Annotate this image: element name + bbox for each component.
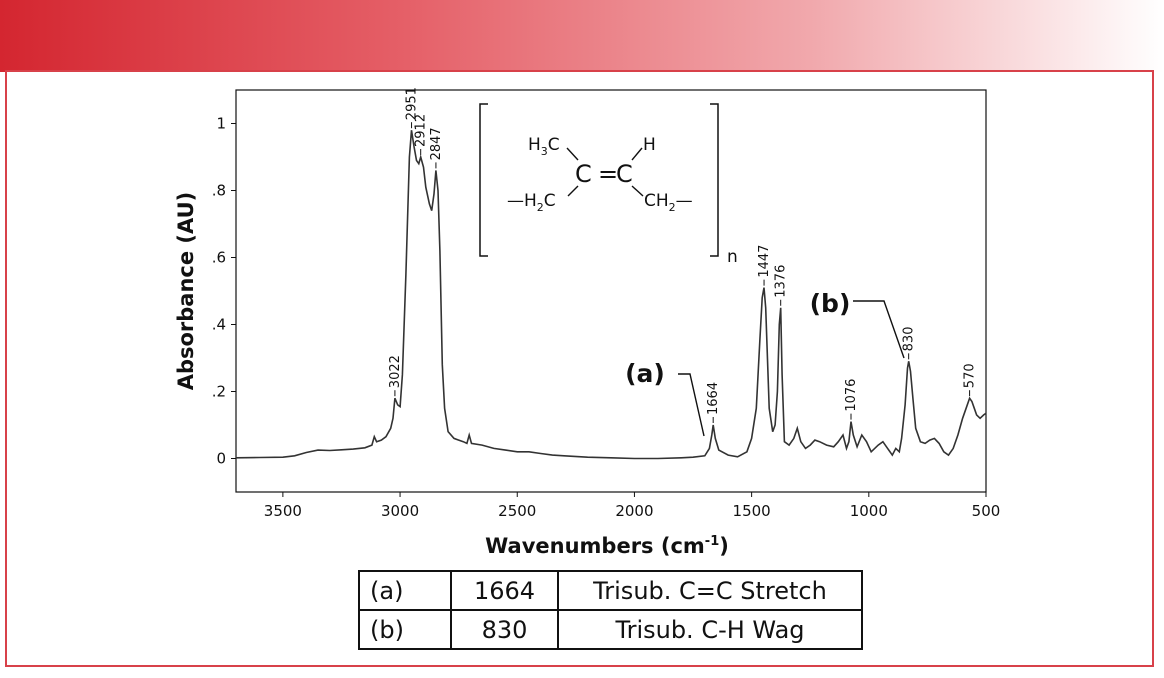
peak-assignment-table: (a) 1664 Trisub. C=C Stretch (b) 830 Tri… [358, 570, 863, 650]
x-tick-label: 500 [972, 502, 1001, 520]
x-tick-label: 3500 [264, 502, 302, 520]
bond-ch2-right [631, 185, 644, 197]
figure-frame [5, 70, 1154, 667]
y-tick-label: .4 [212, 316, 226, 334]
table-cell-wavenumber: 1664 [450, 570, 559, 611]
peak-label: 1376 [774, 265, 789, 298]
callout-b-label: (b) [810, 289, 851, 318]
callout-b-leader [853, 300, 905, 359]
double-bond: = [598, 160, 618, 188]
table-row: (b) 830 Trisub. C-H Wag [358, 609, 863, 650]
spectrum-line [235, 130, 987, 460]
ir-spectrum-chart: 3500 3000 2500 2000 1500 1000 500 0 .2 .4 .6 .8 1 3… [174, 87, 1001, 558]
methyl-group: H3C [528, 135, 560, 158]
plot-border [235, 89, 987, 493]
peak-label: 830 [902, 327, 917, 352]
x-tick-label: 3000 [381, 502, 419, 520]
y-tick-label: .2 [212, 383, 226, 401]
x-tick-label: 1000 [850, 502, 888, 520]
bond-h [631, 147, 643, 161]
table-cell-label: (a) [358, 570, 452, 611]
table-cell-assignment: Trisub. C=C Stretch [557, 570, 863, 611]
repeat-unit-n: n [727, 247, 738, 267]
right-bracket [710, 103, 719, 257]
table-cell-label: (b) [358, 609, 452, 650]
x-axis-title: Wavenumbers (cm-1) [485, 534, 729, 558]
peak-label: 2912 [414, 114, 429, 147]
right-methylene: CH2— [644, 191, 693, 214]
bond-ch3 [566, 147, 579, 161]
callout-a: (a) [625, 359, 705, 437]
callout-a-leader [678, 373, 705, 437]
vinyl-hydrogen: H [643, 135, 656, 155]
peak-label: 2951 [405, 87, 420, 120]
plot-area: 3500 3000 2500 2000 1500 1000 500 0 .2 .4 .6 .8 1 3… [212, 87, 1001, 520]
peak-label: 1447 [757, 245, 772, 278]
y-tick-label: 0 [216, 450, 226, 468]
left-methylene: —H2C [507, 191, 556, 214]
carbon-left: C [575, 160, 592, 188]
y-tick-label: .8 [212, 182, 226, 200]
left-bracket [479, 103, 488, 257]
table-cell-wavenumber: 830 [450, 609, 559, 650]
header-banner [0, 0, 1164, 72]
peak-label: 2847 [429, 127, 444, 160]
peak-label: 1664 [706, 382, 721, 415]
x-tick-label: 2500 [498, 502, 536, 520]
peak-label: 1076 [844, 379, 859, 412]
y-tick-label: 1 [216, 115, 226, 133]
x-tick-label: 2000 [615, 502, 653, 520]
bond-ch2-left [567, 185, 579, 197]
table-row: (a) 1664 Trisub. C=C Stretch [358, 570, 863, 611]
peak-label: 570 [963, 363, 978, 388]
x-tick-label: 1500 [733, 502, 771, 520]
table-cell-assignment: Trisub. C-H Wag [557, 609, 863, 650]
y-tick-label: .6 [212, 249, 226, 267]
callout-a-label: (a) [625, 359, 665, 388]
callout-b: (b) [810, 289, 905, 359]
x-axis-ticks: 3500 3000 2500 2000 1500 1000 500 [264, 492, 1001, 520]
polymer-structure: n H3C H C = C —H2C CH2— [479, 103, 738, 267]
carbon-right: C [616, 160, 633, 188]
peak-label: 3022 [388, 355, 403, 388]
y-axis-ticks: 0 .2 .4 .6 .8 1 [212, 115, 236, 468]
y-axis-title: Absorbance (AU) [174, 192, 198, 391]
